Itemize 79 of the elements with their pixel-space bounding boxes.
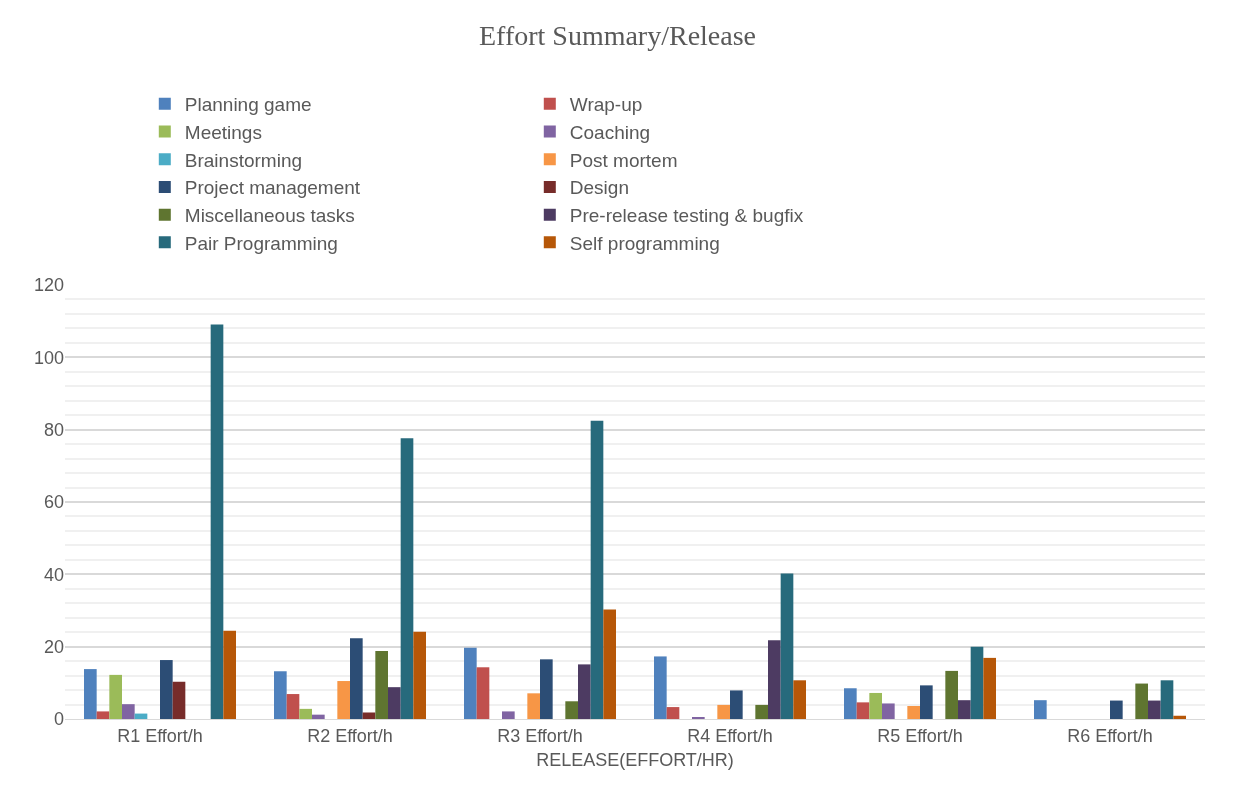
x-tick-label: R4 Effort/h (687, 725, 773, 746)
y-tick-label: 0 (53, 709, 64, 730)
bar (844, 688, 857, 719)
y-tick-label: 100 (33, 347, 64, 368)
bar (666, 707, 680, 719)
bar (907, 705, 920, 719)
bar (362, 712, 376, 719)
legend-label: Wrap-up (569, 94, 643, 116)
bar (1034, 700, 1047, 719)
bar (1110, 700, 1123, 719)
bar (603, 609, 616, 719)
bar (1160, 680, 1174, 719)
bar (210, 324, 224, 719)
y-tick-label: 40 (43, 564, 64, 585)
legend-label: Coaching (569, 121, 651, 143)
bar (540, 659, 553, 719)
legend-label: Project management (184, 177, 361, 199)
legend-label: Planning game (184, 94, 312, 116)
bar (1148, 700, 1161, 719)
y-tick-label: 80 (43, 419, 64, 440)
bar (337, 681, 350, 719)
bar (388, 687, 401, 719)
legend-label: Miscellaneous tasks (184, 205, 355, 227)
legend-label: Post mortem (569, 149, 678, 171)
bar (793, 680, 806, 719)
legend-label: Self programming (569, 232, 720, 254)
bar (755, 704, 768, 719)
bar (869, 692, 882, 719)
bar (96, 711, 110, 719)
bar (172, 681, 186, 719)
bar (970, 646, 984, 719)
bar (274, 671, 287, 719)
bar (565, 701, 578, 719)
bar (768, 640, 781, 719)
bar (122, 704, 135, 719)
legend-label: Brainstorming (184, 149, 303, 171)
bar (856, 702, 870, 719)
legend-label: Pair Programming (184, 232, 338, 254)
x-tick-label: R2 Effort/h (307, 725, 393, 746)
legend-label: Pre-release testing & bugfix (569, 205, 804, 227)
x-axis-title: RELEASE(EFFORT/HR) (536, 749, 734, 770)
bar (780, 573, 794, 719)
bar (286, 694, 300, 719)
bar (299, 708, 312, 719)
bar (730, 690, 743, 719)
bar (464, 647, 477, 719)
bar (578, 664, 591, 719)
x-tick-label: R3 Effort/h (497, 725, 583, 746)
bar (590, 420, 604, 719)
y-tick-label: 20 (43, 636, 64, 657)
bar (1173, 715, 1186, 719)
bar (527, 693, 540, 719)
bar (350, 638, 363, 719)
bar (413, 631, 426, 719)
x-tick-label: R6 Effort/h (1067, 725, 1153, 746)
legend-label: Design (569, 177, 629, 199)
bar (654, 656, 667, 719)
y-tick-label: 120 (33, 275, 64, 296)
bar (1135, 683, 1148, 719)
bar (983, 657, 996, 719)
bar (400, 438, 414, 719)
bar (223, 630, 236, 719)
bar (375, 651, 388, 719)
bar (920, 685, 933, 719)
bar (312, 714, 325, 719)
bar (502, 711, 515, 719)
bar (84, 669, 97, 719)
bar (882, 703, 895, 719)
legend-label: Meetings (184, 121, 262, 143)
bar (109, 674, 122, 719)
x-tick-label: R1 Effort/h (117, 725, 203, 746)
y-tick-label: 60 (43, 492, 64, 513)
x-tick-label: R5 Effort/h (877, 725, 963, 746)
bar (476, 667, 490, 719)
bar (160, 660, 173, 719)
bar (945, 670, 958, 719)
chart-title: Effort Summary/Release (478, 19, 757, 51)
bar (958, 700, 971, 719)
bar (717, 704, 730, 719)
